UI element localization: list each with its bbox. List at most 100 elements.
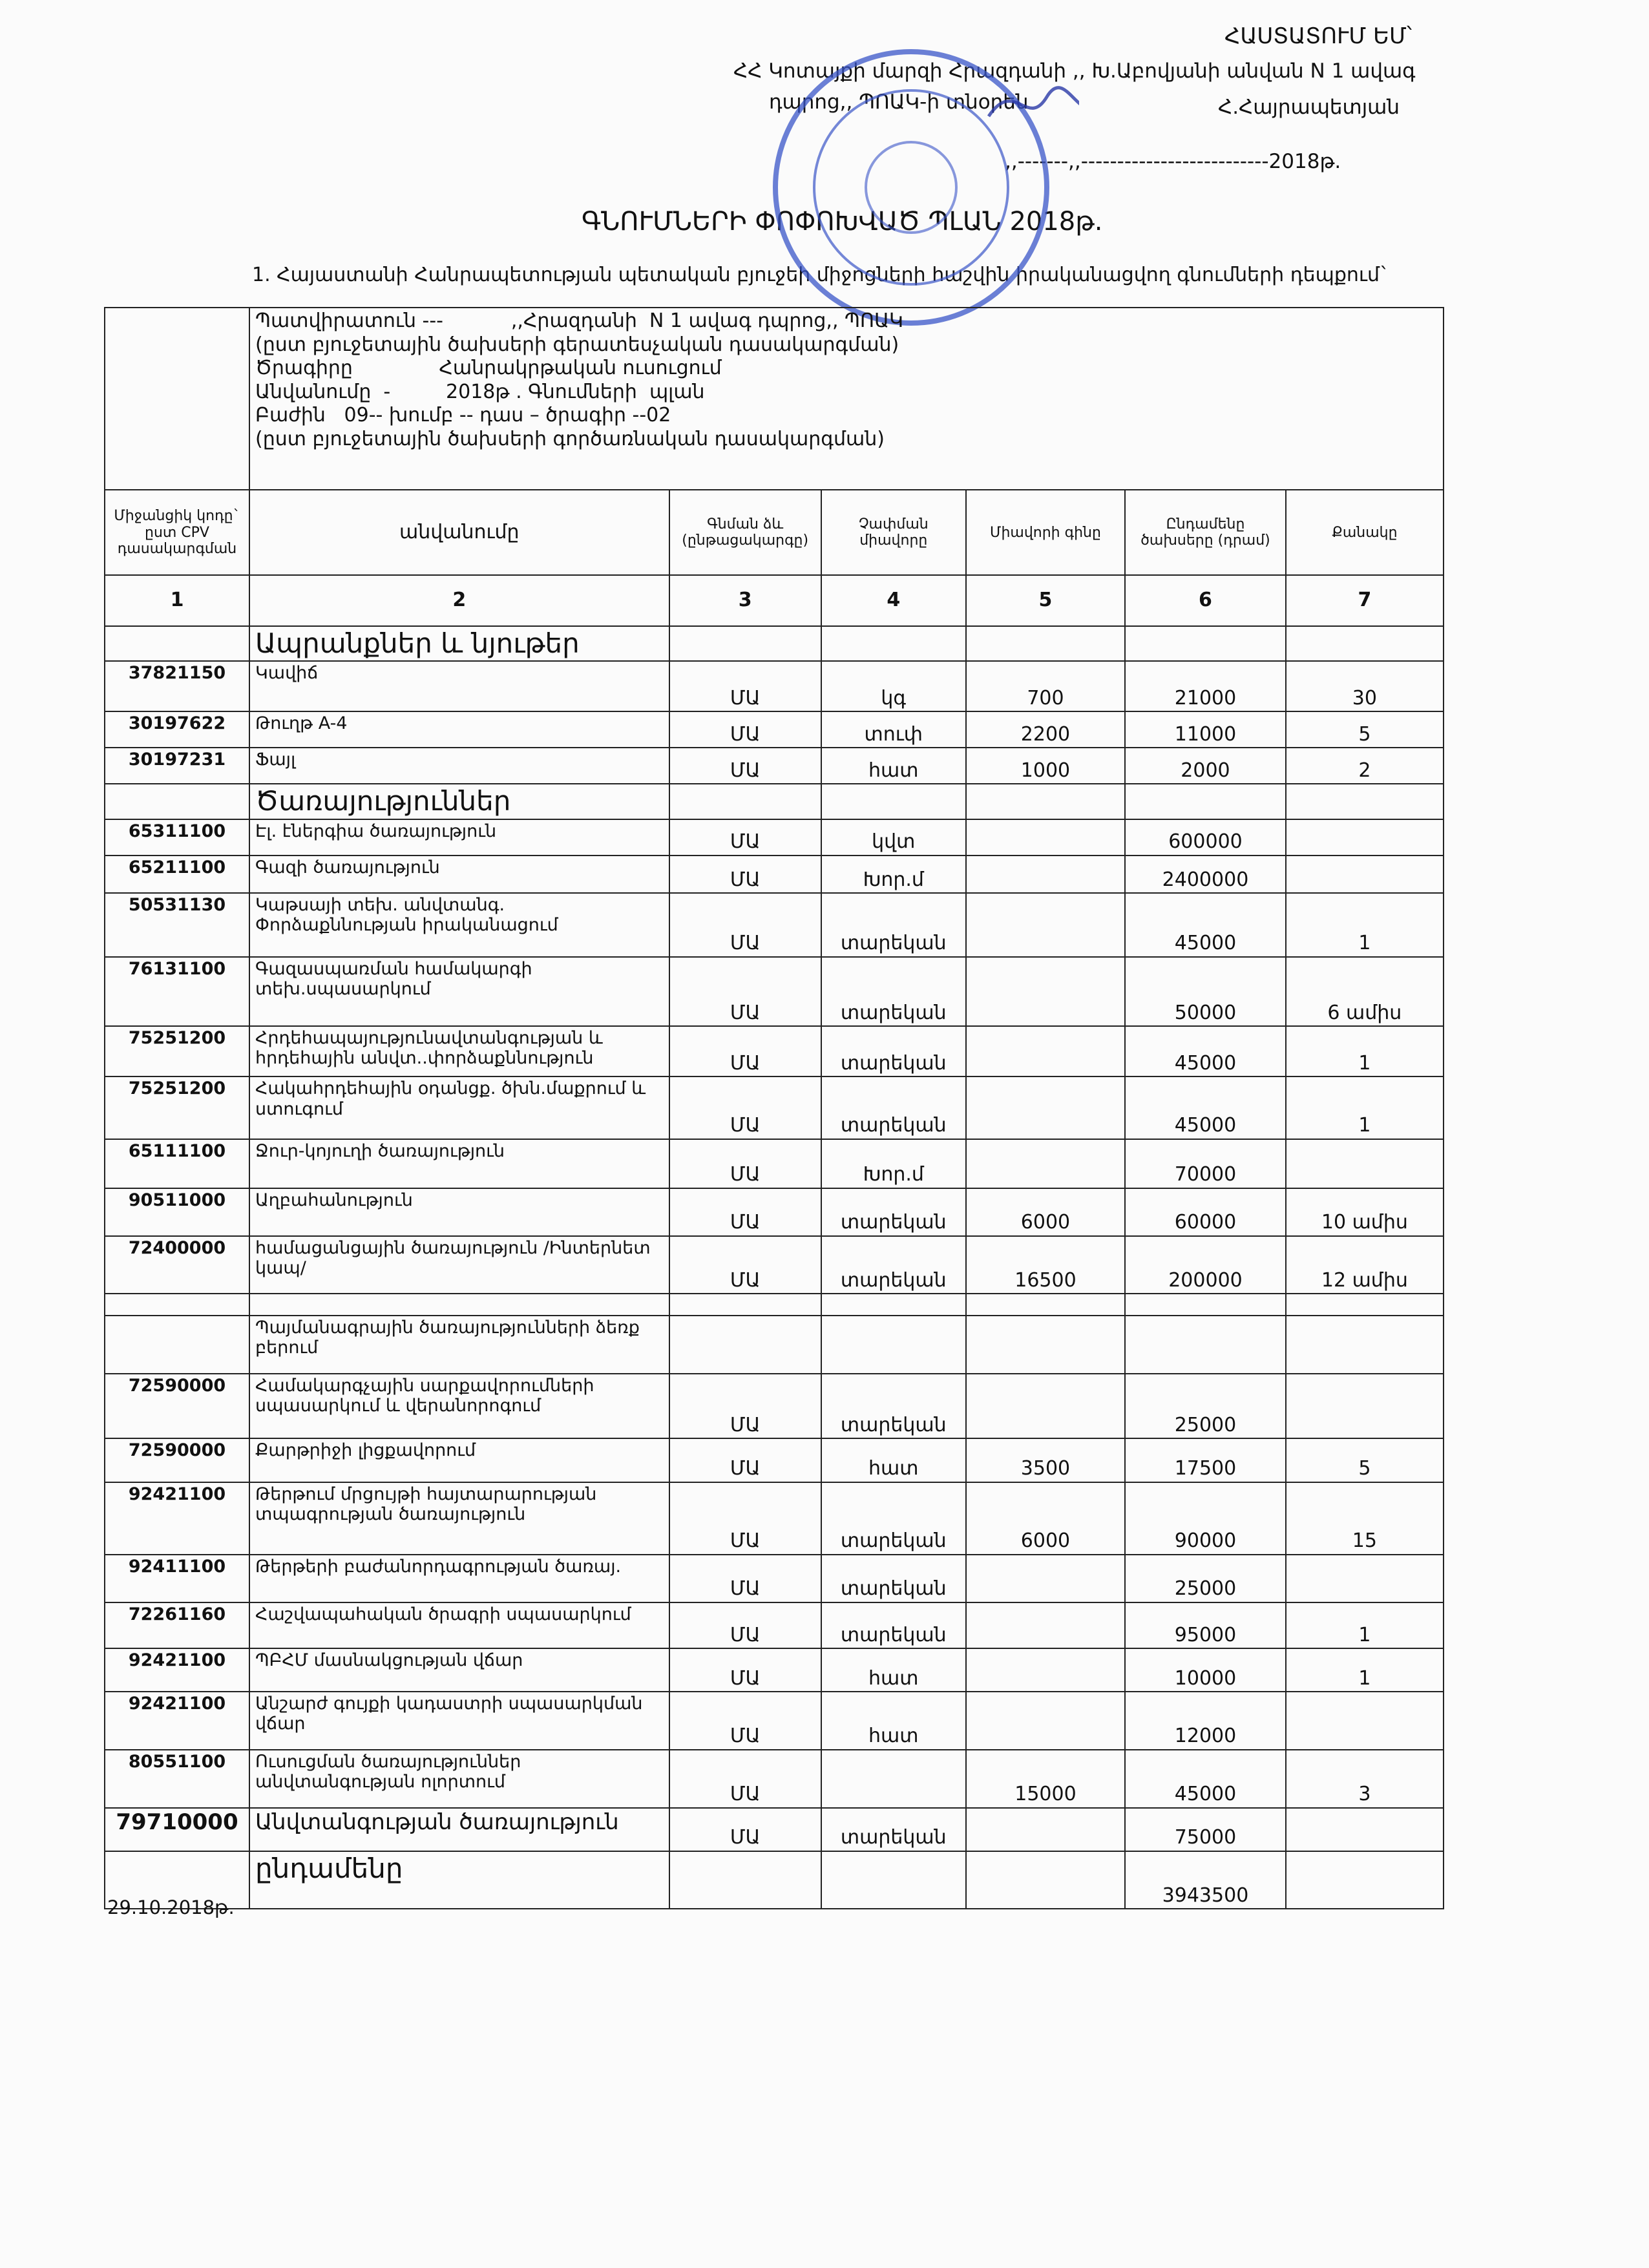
footer-date: 29.10.2018թ. <box>107 1896 235 1918</box>
item-name: Հաշվապահական ծրագրի սպասարկում <box>249 1601 670 1650</box>
cell-value <box>965 1553 1126 1603</box>
cpv-code <box>104 1315 250 1374</box>
item-name: ընդամենը <box>249 1850 670 1910</box>
cpv-code <box>104 1293 250 1317</box>
table-row: 30197231 Ֆայլ ՄԱ հատ 1000 2000 2 <box>104 747 1444 785</box>
cell-value: 95000 <box>1124 1601 1287 1650</box>
item-name: Թուղթ A-4 <box>249 711 670 749</box>
director: Հ.Հայրապետյան <box>1218 96 1400 119</box>
item-name: Ծառայություններ <box>249 783 670 820</box>
cell-value <box>1285 1691 1444 1750</box>
column-header: անվանումը <box>249 489 670 576</box>
table-row: 65311100 Էլ. էներգիա ծառայություն ՄԱ կվտ 600… <box>104 818 1444 856</box>
column-number: 1 <box>104 574 250 627</box>
item-name: համացանցային ծառայություն /Ինտերնետ կապ/ <box>249 1235 670 1295</box>
cpv-code: 30197231 <box>104 747 250 785</box>
org-line: ՀՀ Կոտայքի մարզի Հրազդանի ,, Խ.Աբովյանի … <box>733 59 1416 83</box>
cell-value <box>965 956 1126 1027</box>
cell-value: տարեկան <box>820 1076 967 1140</box>
cpv-code: 72590000 <box>104 1438 250 1483</box>
cell-value <box>965 1315 1126 1374</box>
cell-value: կգ <box>820 660 967 713</box>
cell-value: տարեկան <box>820 1235 967 1295</box>
item-name: Գազի ծառայություն <box>249 854 670 894</box>
item-name: Գազասպառման համակարգի տեխ.սպասարկում <box>249 956 670 1027</box>
cell-value: 10000 <box>1124 1648 1287 1693</box>
cell-value <box>965 625 1126 662</box>
cell-value: 6000 <box>965 1187 1126 1237</box>
info-line: (ըստ բյուջետային ծախսերի գերատեսչական դա… <box>255 333 899 356</box>
cell-value: ՄԱ <box>668 1648 822 1693</box>
table-row: 92411100 Թերթերի բաժանորդագրության ծառայ.… <box>104 1553 1444 1603</box>
cell-value: 45000 <box>1124 1748 1287 1809</box>
cell-value: 45000 <box>1124 1076 1287 1140</box>
column-header: Քանակը <box>1285 489 1444 576</box>
cell-value: 600000 <box>1124 818 1287 856</box>
column-number: 5 <box>965 574 1126 627</box>
cell-value <box>668 1293 822 1317</box>
info-line: (ըստ բյուջետային ծախսերի գործառնական դաս… <box>255 427 885 450</box>
table-row: 72400000 համացանցային ծառայություն /Ինտեր… <box>104 1235 1444 1295</box>
column-header: Միջանցիկ կոդը` ըստ CPV դասակարգման <box>104 489 250 576</box>
cpv-code: 80551100 <box>104 1748 250 1809</box>
table-row: Պայմանագրային ծառայությունների ձեռք բերո… <box>104 1315 1444 1374</box>
cpv-code: 75251200 <box>104 1025 250 1078</box>
cell-value <box>1285 854 1444 894</box>
column-header: Միավորի գինը <box>965 489 1126 576</box>
cell-value: 90000 <box>1124 1481 1287 1555</box>
item-name: Համակարգչային սարքավորումների սպասարկում… <box>249 1372 670 1440</box>
table-row: 72261160 Հաշվապահական ծրագրի սպասարկում ՄԱ… <box>104 1601 1444 1650</box>
table-row: 75251200 Հրդեհապայությունավտանգության և հ… <box>104 1025 1444 1078</box>
cell-value <box>965 1691 1126 1750</box>
cell-value: ՄԱ <box>668 1601 822 1650</box>
cell-value: 12 ամիս <box>1285 1235 1444 1295</box>
cell-value: ՄԱ <box>668 854 822 894</box>
cell-value: տարեկան <box>820 1481 967 1555</box>
cell-value: ՄԱ <box>668 1235 822 1295</box>
cpv-code: 50531130 <box>104 892 250 958</box>
plan-table: Պատվիրատուն --- ,,Հրազդանի N 1 ավագ դպրո… <box>104 306 1444 1910</box>
cell-value: ՄԱ <box>668 1372 822 1440</box>
cell-value <box>820 625 967 662</box>
table-row: 75251200 Հակահրդեհային օդանցք. ծխն.մաքրու… <box>104 1076 1444 1140</box>
cpv-code: 79710000 <box>104 1807 250 1852</box>
cell-value <box>965 1850 1126 1910</box>
info-line: Պատվիրատուն --- ,,Հրազդանի N 1 ավագ դպրո… <box>255 310 903 332</box>
cell-value: 1 <box>1285 1025 1444 1078</box>
cell-value: 15 <box>1285 1481 1444 1555</box>
cell-value <box>668 1315 822 1374</box>
cell-value: հատ <box>820 1438 967 1483</box>
item-name: Թերթում մրցույթի հայտարարության տպագրութ… <box>249 1481 670 1555</box>
cell-value <box>1285 1293 1444 1317</box>
column-header: Գնման ձև (ընթացակարգը) <box>668 489 822 576</box>
table-row: 65211100 Գազի ծառայություն ՄԱ Խոր.մ 2400000 <box>104 854 1444 894</box>
cell-value: ՄԱ <box>668 1748 822 1809</box>
cell-value: 16500 <box>965 1235 1126 1295</box>
cell-value: ՄԱ <box>668 1187 822 1237</box>
item-name: Անվտանգության ծառայություն <box>249 1807 670 1852</box>
cell-value: ՄԱ <box>668 1025 822 1078</box>
table-row: 30197622 Թուղթ A-4 ՄԱ տուփ 2200 11000 5 <box>104 711 1444 749</box>
cell-value: կվտ <box>820 818 967 856</box>
cell-value: տարեկան <box>820 892 967 958</box>
column-header: Չափման միավորը <box>820 489 967 576</box>
cpv-code: 92421100 <box>104 1648 250 1693</box>
approve: ՀԱՍՏԱՏՈՒՄ ԵՄ՝ <box>1224 23 1413 49</box>
column-number: 6 <box>1124 574 1287 627</box>
table-row: 92421100 Թերթում մրցույթի հայտարարության … <box>104 1481 1444 1555</box>
cell-value <box>820 1293 967 1317</box>
cpv-code: 92411100 <box>104 1553 250 1603</box>
cell-value: 5 <box>1285 1438 1444 1483</box>
cell-value: 2400000 <box>1124 854 1287 894</box>
column-header: Ընդամենը ծախսերը (դրամ) <box>1124 489 1287 576</box>
cell-value: 17500 <box>1124 1438 1287 1483</box>
cell-value <box>965 1648 1126 1693</box>
column-number: 2 <box>249 574 670 627</box>
cpv-code: 30197622 <box>104 711 250 749</box>
cell-value: 45000 <box>1124 892 1287 958</box>
table-row: Ապրանքներ և նյութեր <box>104 625 1444 662</box>
table-row: 92421100 Անշարժ գույքի կադաստրի սպասարկմա… <box>104 1691 1444 1750</box>
cell-value: ՄԱ <box>668 1438 822 1483</box>
cell-value <box>1124 1315 1287 1374</box>
cell-value: տարեկան <box>820 1025 967 1078</box>
